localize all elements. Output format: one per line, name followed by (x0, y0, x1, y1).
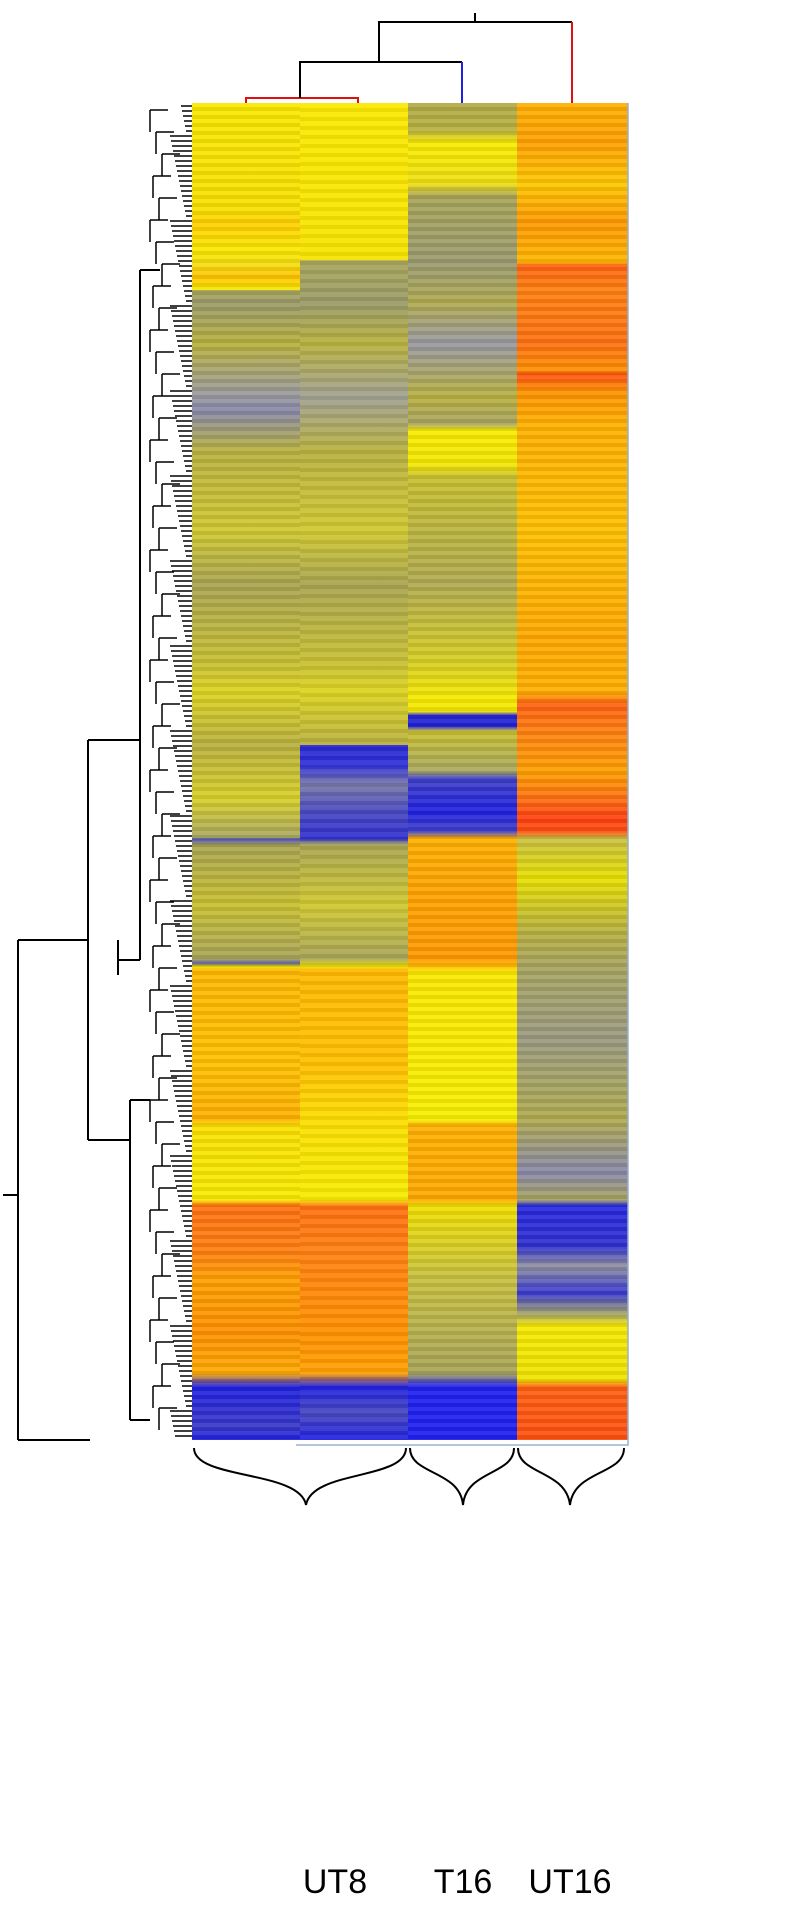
top-dendrogram (245, 13, 573, 103)
group-braces (193, 1447, 625, 1506)
brace (409, 1447, 515, 1506)
group-label: T16 (434, 1863, 493, 1901)
frame (296, 103, 629, 1446)
group-label: UT8 (303, 1863, 367, 1901)
branch (299, 61, 462, 98)
branch (245, 97, 359, 103)
heatmap-column (408, 103, 517, 1440)
heatmap-column (517, 103, 628, 1440)
leaf-branches (149, 105, 192, 1437)
brace (517, 1447, 625, 1506)
branch (378, 21, 572, 62)
group-label: UT16 (528, 1863, 611, 1901)
branch (3, 269, 160, 1441)
heatmap-column (192, 103, 300, 1440)
brace (193, 1447, 407, 1506)
left-dendrogram (3, 105, 192, 1441)
heatmap-column (300, 103, 408, 1440)
